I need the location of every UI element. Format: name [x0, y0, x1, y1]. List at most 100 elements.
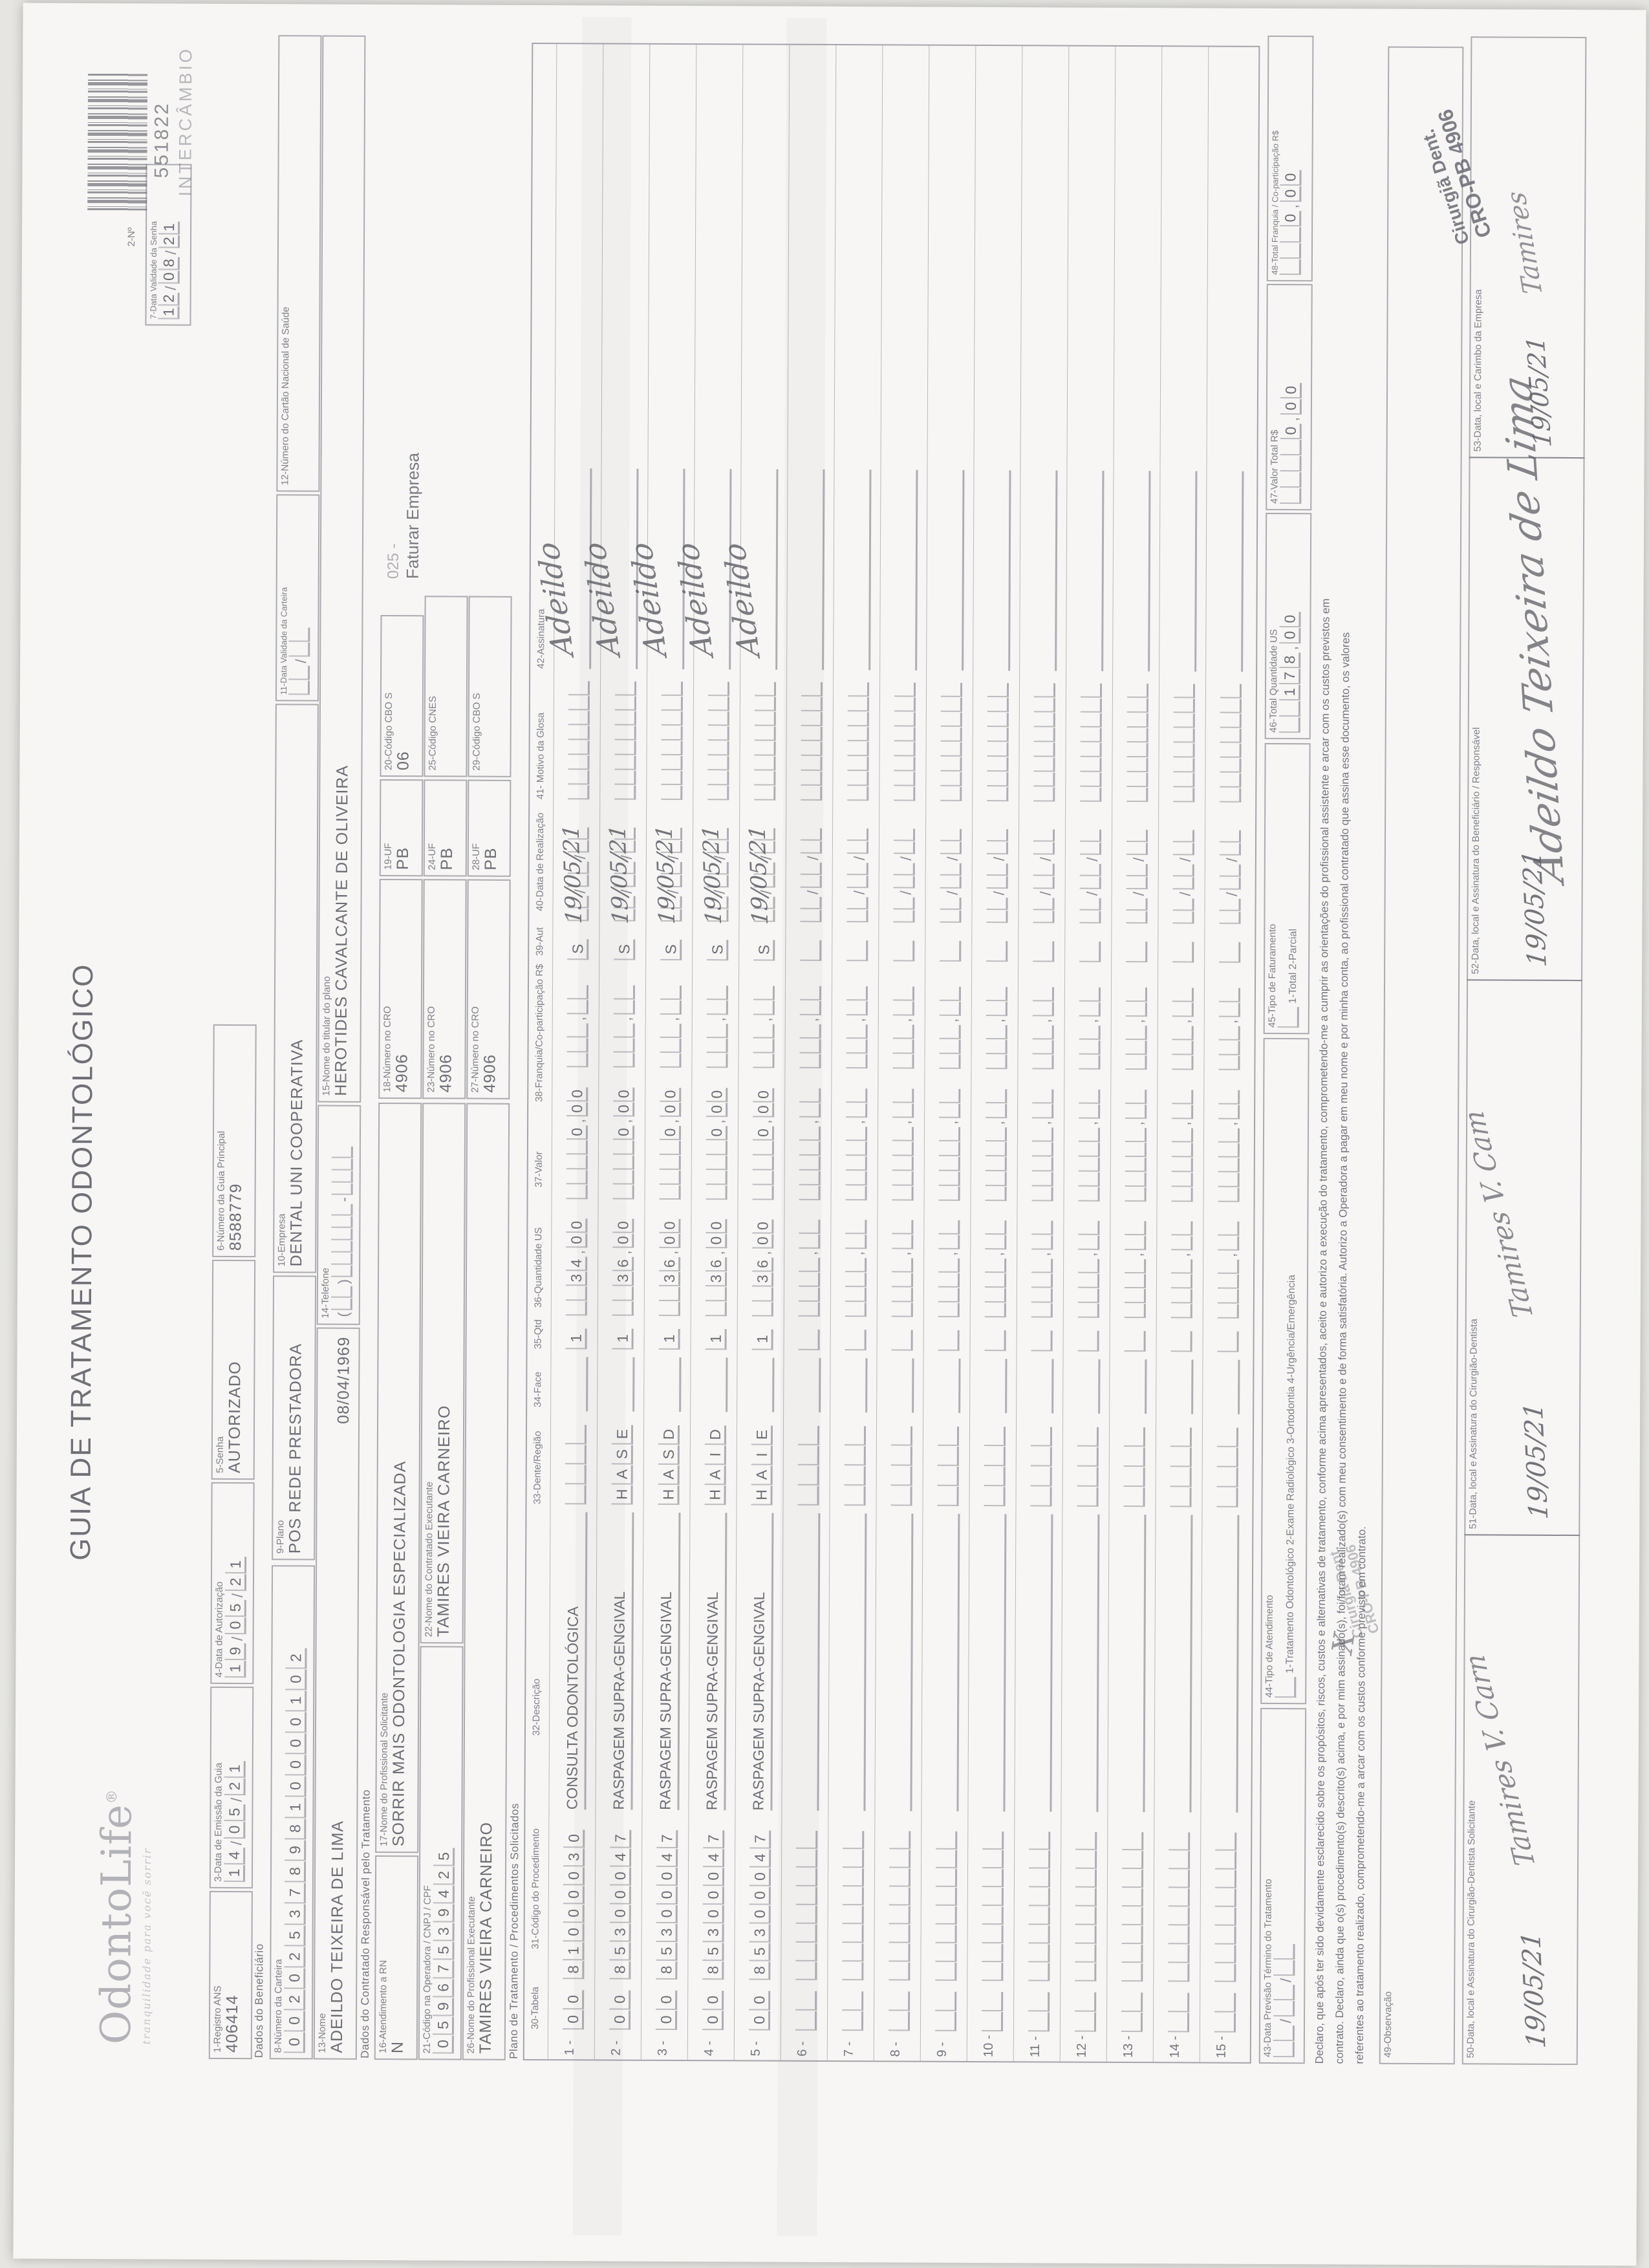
- cell-tabela: [841, 1991, 864, 2031]
- cell-valor: ,: [1078, 1089, 1101, 1202]
- table-row: 10 - , , , / /: [966, 45, 1022, 2062]
- cell-descricao: [1029, 1514, 1053, 1812]
- field-value: PB: [437, 847, 456, 870]
- cell-motivo-glosa: [1173, 683, 1196, 803]
- cell-motivo-glosa: [987, 682, 1009, 802]
- table-row: 1 - 00 81000030 CONSULTA ODONTOLÓGICA 1 …: [530, 44, 603, 2060]
- row-number: 14 -: [1167, 2035, 1182, 2058]
- cell-valor: ,: [985, 1088, 1008, 1202]
- row-number: 12 -: [1074, 2035, 1089, 2058]
- col-aut: 39-Aut: [534, 927, 546, 956]
- row-number: 2 -: [609, 2040, 623, 2056]
- field-label: 24-UF: [426, 843, 438, 870]
- cell-franquia: ,: [986, 986, 1008, 1070]
- cell-assinatura-line: [1220, 471, 1244, 672]
- handwritten-date: 19/05/21: [698, 825, 727, 925]
- cell-qtd: [798, 1329, 820, 1350]
- field-valor-total: 47-Valor Total R$ 0,00: [1266, 283, 1313, 511]
- row-number: 13 -: [1121, 2035, 1136, 2058]
- cell-data-print: / /: [1172, 829, 1195, 924]
- field-value: 406414: [222, 1994, 242, 2053]
- col-face: 34-Face: [532, 1371, 544, 1408]
- field-total-quantidade-us: 46-Total Quantidade US 178,00: [1264, 512, 1312, 740]
- field-label: 29-Código CBO S: [471, 693, 482, 771]
- col-motivo-glosa: 41- Motivo da Glosa: [535, 712, 546, 800]
- cell-assinatura-line: [1034, 470, 1058, 671]
- billing-text: Faturar Empresa: [402, 453, 423, 579]
- barcode: [87, 72, 148, 211]
- cell-data-print: / /: [846, 828, 869, 923]
- cell-tabela: 00: [562, 1989, 585, 2030]
- cell-face: [1217, 1359, 1240, 1414]
- cell-quantidade-us: ,: [1217, 1221, 1240, 1319]
- field-total-franquia: 48-Total Franquia / Co-participação R$ 0…: [1266, 35, 1314, 282]
- field-value: 178,00: [1278, 519, 1301, 733]
- cell-face: [1077, 1359, 1101, 1414]
- field-value: /: [288, 501, 310, 695]
- cell-valor: ,: [1125, 1089, 1147, 1202]
- col-descricao: 32-Descrição: [530, 1678, 543, 1736]
- table-row: 2 - 00 85300047 RASPAGEM SUPRA-GENGIVAL …: [576, 44, 650, 2060]
- cell-qtd: [984, 1330, 1006, 1352]
- cell-qtd: 1: [565, 1328, 587, 1350]
- field-value: 05967539425: [432, 1652, 456, 2054]
- cell-tabela: [1074, 1992, 1097, 2032]
- section-beneficiario: Dados do Beneficiário: [252, 1943, 266, 2058]
- row-number: 9 -: [934, 2042, 949, 2057]
- field-data-autorizacao: 4-Data de Autorização 19/05/21: [210, 1482, 255, 1685]
- scanned-paper: OdontoLife® tranquilidade para você sorr…: [13, 3, 1646, 2266]
- cell-tabela: 00: [748, 1990, 771, 2031]
- field-checkbox: [1277, 1006, 1299, 1028]
- field-value: 4906: [480, 1054, 499, 1093]
- cell-quantidade-us: ,: [1031, 1220, 1053, 1318]
- cell-dente: [565, 1424, 587, 1505]
- cell-tabela: 00: [655, 1990, 678, 2030]
- field-label: 6-Número da Guia Principal: [215, 1130, 228, 1251]
- cell-data-print: / /: [940, 828, 962, 923]
- cell-descricao: RASPAGEM SUPRA-GENGIVAL: [749, 1513, 774, 1811]
- field-cbo-solicitante: 20-Código CBO S 06: [380, 614, 424, 777]
- field-observacao: 49-Observação: [1379, 46, 1464, 2065]
- col-qtd: 35-Qtd: [532, 1319, 544, 1350]
- logo-text: OdontoLife: [92, 1804, 142, 2045]
- cell-franquia: ,: [892, 986, 914, 1069]
- cell-motivo-glosa: [707, 681, 730, 801]
- cell-motivo-glosa: [940, 682, 963, 801]
- cell-codigo: 85300047: [749, 1830, 771, 1980]
- cell-face: [938, 1358, 961, 1413]
- row-number: 8 -: [888, 2042, 903, 2057]
- cell-quantidade-us: ,: [845, 1219, 867, 1317]
- field-label: 27-Número no CRO: [469, 1006, 481, 1093]
- cell-aut: [1033, 940, 1055, 962]
- field-label: 28-UF: [470, 843, 482, 870]
- form-landscape: OdontoLife® tranquilidade para você sorr…: [16, 15, 1642, 2240]
- cell-descricao: RASPAGEM SUPRA-GENGIVAL: [703, 1513, 727, 1811]
- cell-tabela: 00: [702, 1990, 724, 2031]
- cell-valor: 0,00: [566, 1086, 588, 1200]
- field-senha: 5-Senha AUTORIZADO: [211, 1259, 256, 1480]
- field-value: 12/08/21: [158, 170, 180, 319]
- field-value: 06: [394, 751, 413, 771]
- cell-descricao: [1122, 1514, 1147, 1813]
- table-row: 6 - , , , / /: [780, 45, 836, 2060]
- billing-code: 025 -: [384, 543, 402, 579]
- cell-franquia: ,: [1079, 987, 1101, 1070]
- field-nome-beneficiario: 13-Nome ADEILDO TEIXEIRA DE LIMA 08/04/1…: [313, 1327, 360, 2060]
- field-label: 9-Plano: [275, 1520, 286, 1554]
- cell-face: [612, 1357, 635, 1412]
- cell-franquia: ,: [1032, 986, 1054, 1070]
- cell-data-print: / /: [800, 828, 823, 922]
- field-telefone: 14-Telefone ( ) -: [316, 1105, 361, 1325]
- field-uf-profissional: 28-UF PB: [467, 779, 512, 877]
- table-row: 14 - , , , / /: [1152, 47, 1209, 2062]
- field-cro-solicitante: 18-Número no CRO 4906: [378, 878, 423, 1099]
- field-options: 1-Tratamento Odontológico 2-Exame Radiol…: [1284, 1275, 1298, 1674]
- field-checkbox: [1275, 1676, 1297, 1698]
- col-dente: 33-Dente/Região: [532, 1431, 543, 1505]
- cell-face: [845, 1358, 868, 1413]
- col-quantidade-us: 36-Quantidade US: [532, 1227, 544, 1308]
- cell-assinatura-line: [801, 469, 825, 670]
- table-row: 5 - 00 85300047 RASPAGEM SUPRA-GENGIVAL …: [716, 45, 790, 2060]
- cell-quantidade-us: ,: [1077, 1220, 1100, 1318]
